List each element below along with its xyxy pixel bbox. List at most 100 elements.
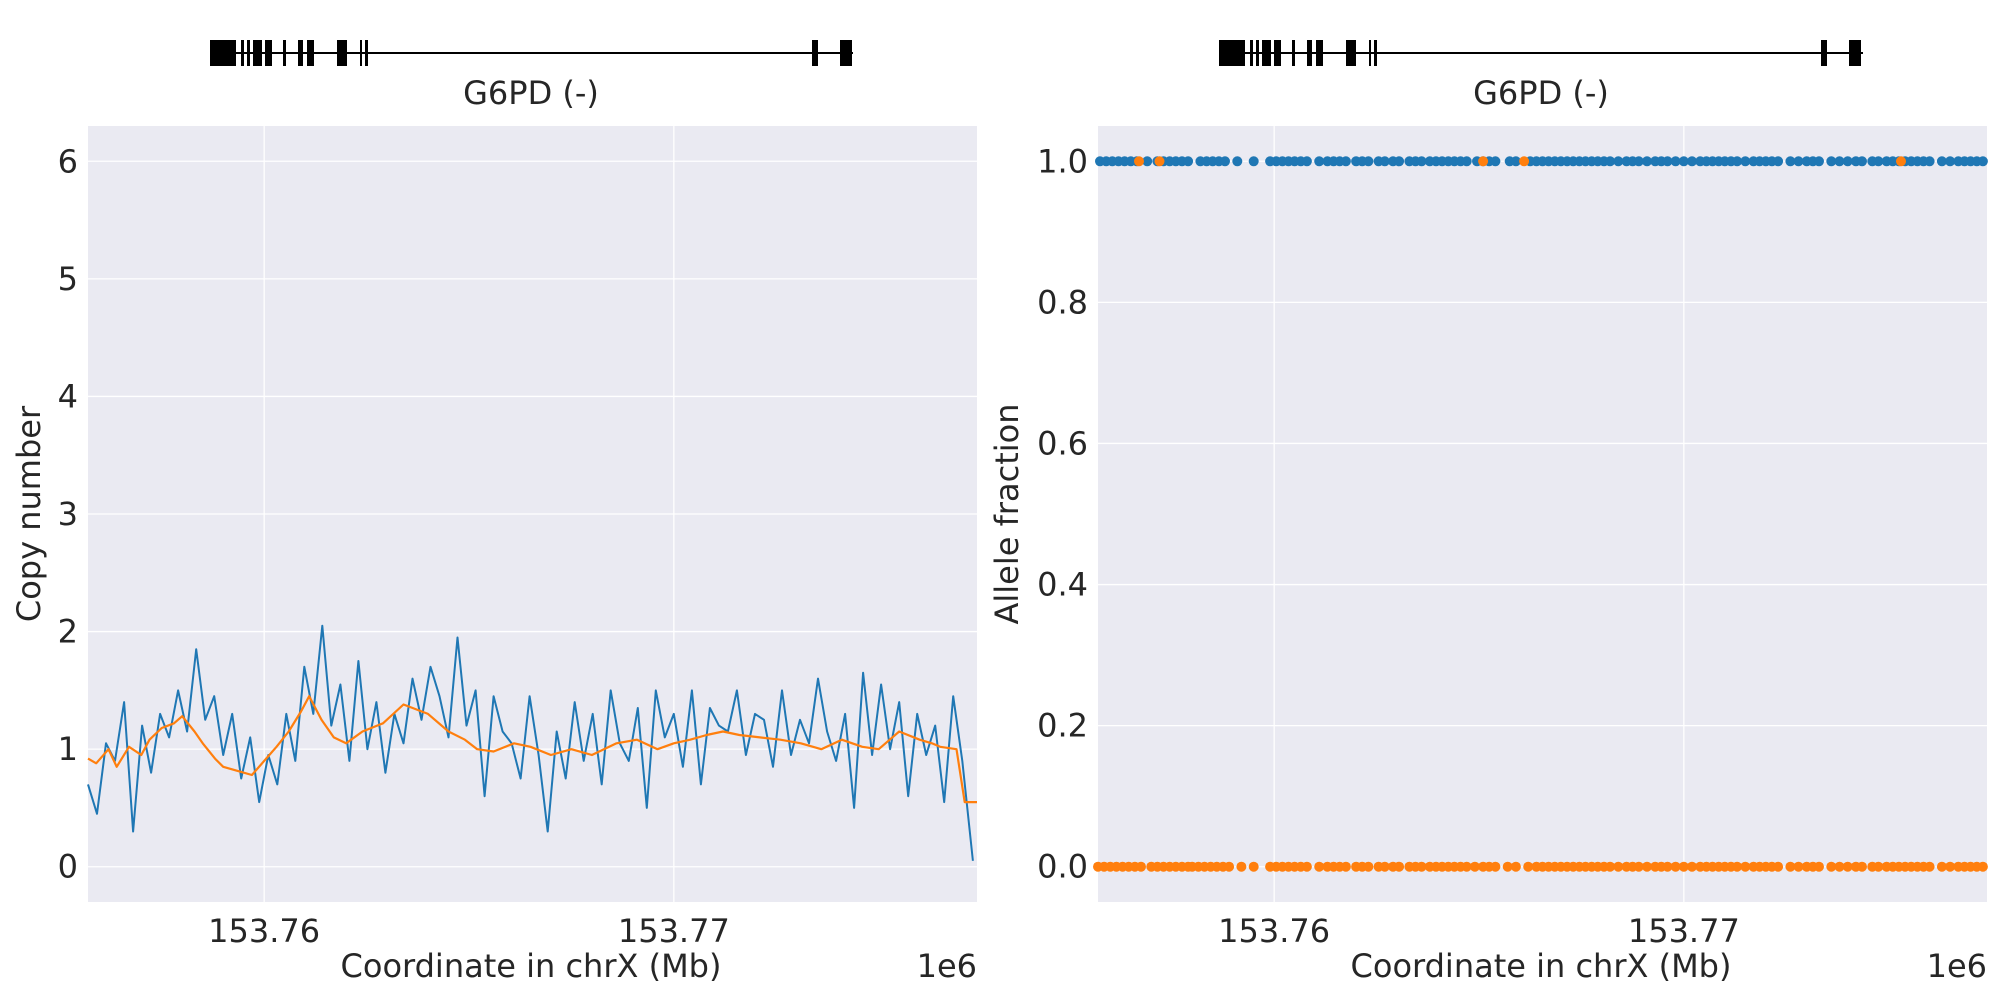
allele-point-orange (1379, 861, 1390, 872)
allele-point-blue (1857, 156, 1867, 167)
x-tick-label: 153.77 (618, 912, 730, 950)
allele-point-blue (1826, 156, 1837, 167)
allele-point-orange (1363, 861, 1374, 872)
allele-point-orange (1896, 156, 1906, 167)
allele-point-blue (1633, 156, 1644, 167)
allele-point-orange (1773, 861, 1784, 872)
allele-point-blue (1740, 156, 1751, 167)
allele-point-orange (1136, 861, 1146, 872)
gene-exon-block (1849, 40, 1861, 66)
allele-point-orange (1670, 861, 1681, 872)
allele-point-blue (1394, 156, 1405, 167)
y-tick-label: 4 (58, 377, 78, 415)
y-tick-label: 3 (58, 495, 78, 533)
gene-exon-block (1374, 40, 1377, 66)
gene-exon-block (365, 40, 368, 66)
gene-track-label: G6PD (-) (463, 74, 599, 112)
allele-point-blue (1340, 156, 1351, 167)
gene-exon-block (1250, 40, 1253, 66)
allele-point-orange (1248, 861, 1259, 872)
allele-point-blue (1613, 156, 1624, 167)
allele-point-orange (1740, 861, 1751, 872)
gene-exon-block (253, 40, 262, 66)
allele-point-blue (1670, 156, 1681, 167)
x-offset-label: 1e6 (917, 947, 977, 985)
allele-point-blue (1379, 156, 1390, 167)
allele-point-orange (1523, 861, 1534, 872)
gene-track (1219, 40, 1863, 66)
y-tick-label: 0 (58, 848, 78, 886)
gene-exon-block (307, 40, 314, 66)
data-series (1093, 156, 1988, 872)
gene-exon-block (265, 40, 272, 66)
allele-point-blue (1793, 156, 1804, 167)
allele-point-orange (1154, 156, 1165, 167)
allele-point-orange (1642, 861, 1652, 872)
x-tick-label: 153.77 (1628, 912, 1740, 950)
allele-point-orange (1814, 861, 1824, 872)
gene-exon-block (1346, 40, 1356, 66)
copy-number-segment-line (87, 695, 977, 804)
allele-point-orange (1834, 861, 1845, 872)
allele-point-blue (1461, 156, 1472, 167)
copy-number-raw-line (87, 624, 974, 861)
allele-point-blue (1834, 156, 1845, 167)
y-tick-label: 5 (58, 260, 78, 298)
allele-point-orange (1236, 861, 1247, 872)
gene-exon-block (1256, 40, 1259, 66)
allele-point-blue (1314, 156, 1325, 167)
data-series (87, 624, 977, 861)
y-tick-label: 0.0 (1037, 848, 1088, 886)
x-axis-label: Coordinate in chrX (Mb) (341, 947, 722, 985)
y-tick-label: 0.4 (1037, 566, 1088, 604)
allele-point-orange (1502, 861, 1513, 872)
allele-point-blue (1232, 156, 1243, 167)
allele-point-blue (1814, 156, 1824, 167)
allele-point-orange (1687, 861, 1697, 872)
allele-point-orange (1301, 861, 1312, 872)
y-tick-label: 0.8 (1037, 283, 1088, 321)
y-tick-label: 0.6 (1037, 424, 1088, 462)
allele-point-blue (1363, 156, 1374, 167)
allele-point-blue (1732, 156, 1743, 167)
y-tick-label: 0.2 (1037, 707, 1088, 745)
allele-point-orange (1826, 861, 1837, 872)
allele-point-orange (1605, 861, 1616, 872)
allele-point-orange (1224, 861, 1235, 872)
allele-point-blue (1662, 156, 1673, 167)
allele-point-orange (1519, 156, 1530, 167)
y-axis-label: Copy number (10, 405, 48, 622)
allele-point-blue (1785, 156, 1796, 167)
allele-point-blue (1301, 156, 1312, 167)
allele-point-blue (1220, 156, 1230, 167)
gene-exon-block (1262, 40, 1271, 66)
gene-exon-block (360, 40, 362, 66)
y-tick-label: 2 (58, 613, 78, 651)
allele-point-orange (1314, 861, 1325, 872)
gene-track (210, 40, 853, 66)
allele-point-orange (1936, 861, 1947, 872)
allele-point-orange (1793, 861, 1804, 872)
gene-exon-block (1292, 40, 1295, 66)
allele-point-orange (1873, 861, 1884, 872)
allele-point-blue (1945, 156, 1956, 167)
gene-exon-block (840, 40, 852, 66)
allele-point-blue (1873, 156, 1884, 167)
allele-point-blue (1142, 156, 1153, 167)
allele-point-blue (1773, 156, 1784, 167)
allele-point-blue (1510, 156, 1521, 167)
allele-point-orange (1469, 861, 1480, 872)
gene-exon-block (1316, 40, 1323, 66)
tick-labels: 0 1 2 3 4 5 6 153.76 153.77 (58, 142, 730, 950)
gene-exon-block (812, 40, 818, 66)
allele-point-orange (1633, 861, 1644, 872)
gene-exon-block (241, 40, 244, 66)
x-axis-label: Coordinate in chrX (Mb) (1351, 947, 1732, 985)
allele-point-orange (1785, 861, 1796, 872)
gene-track-label: G6PD (-) (1473, 74, 1609, 112)
allele-point-blue (1678, 156, 1689, 167)
allele-point-blue (1687, 156, 1697, 167)
gene-exon-block (247, 40, 250, 66)
gene-exon-block (1821, 40, 1827, 66)
